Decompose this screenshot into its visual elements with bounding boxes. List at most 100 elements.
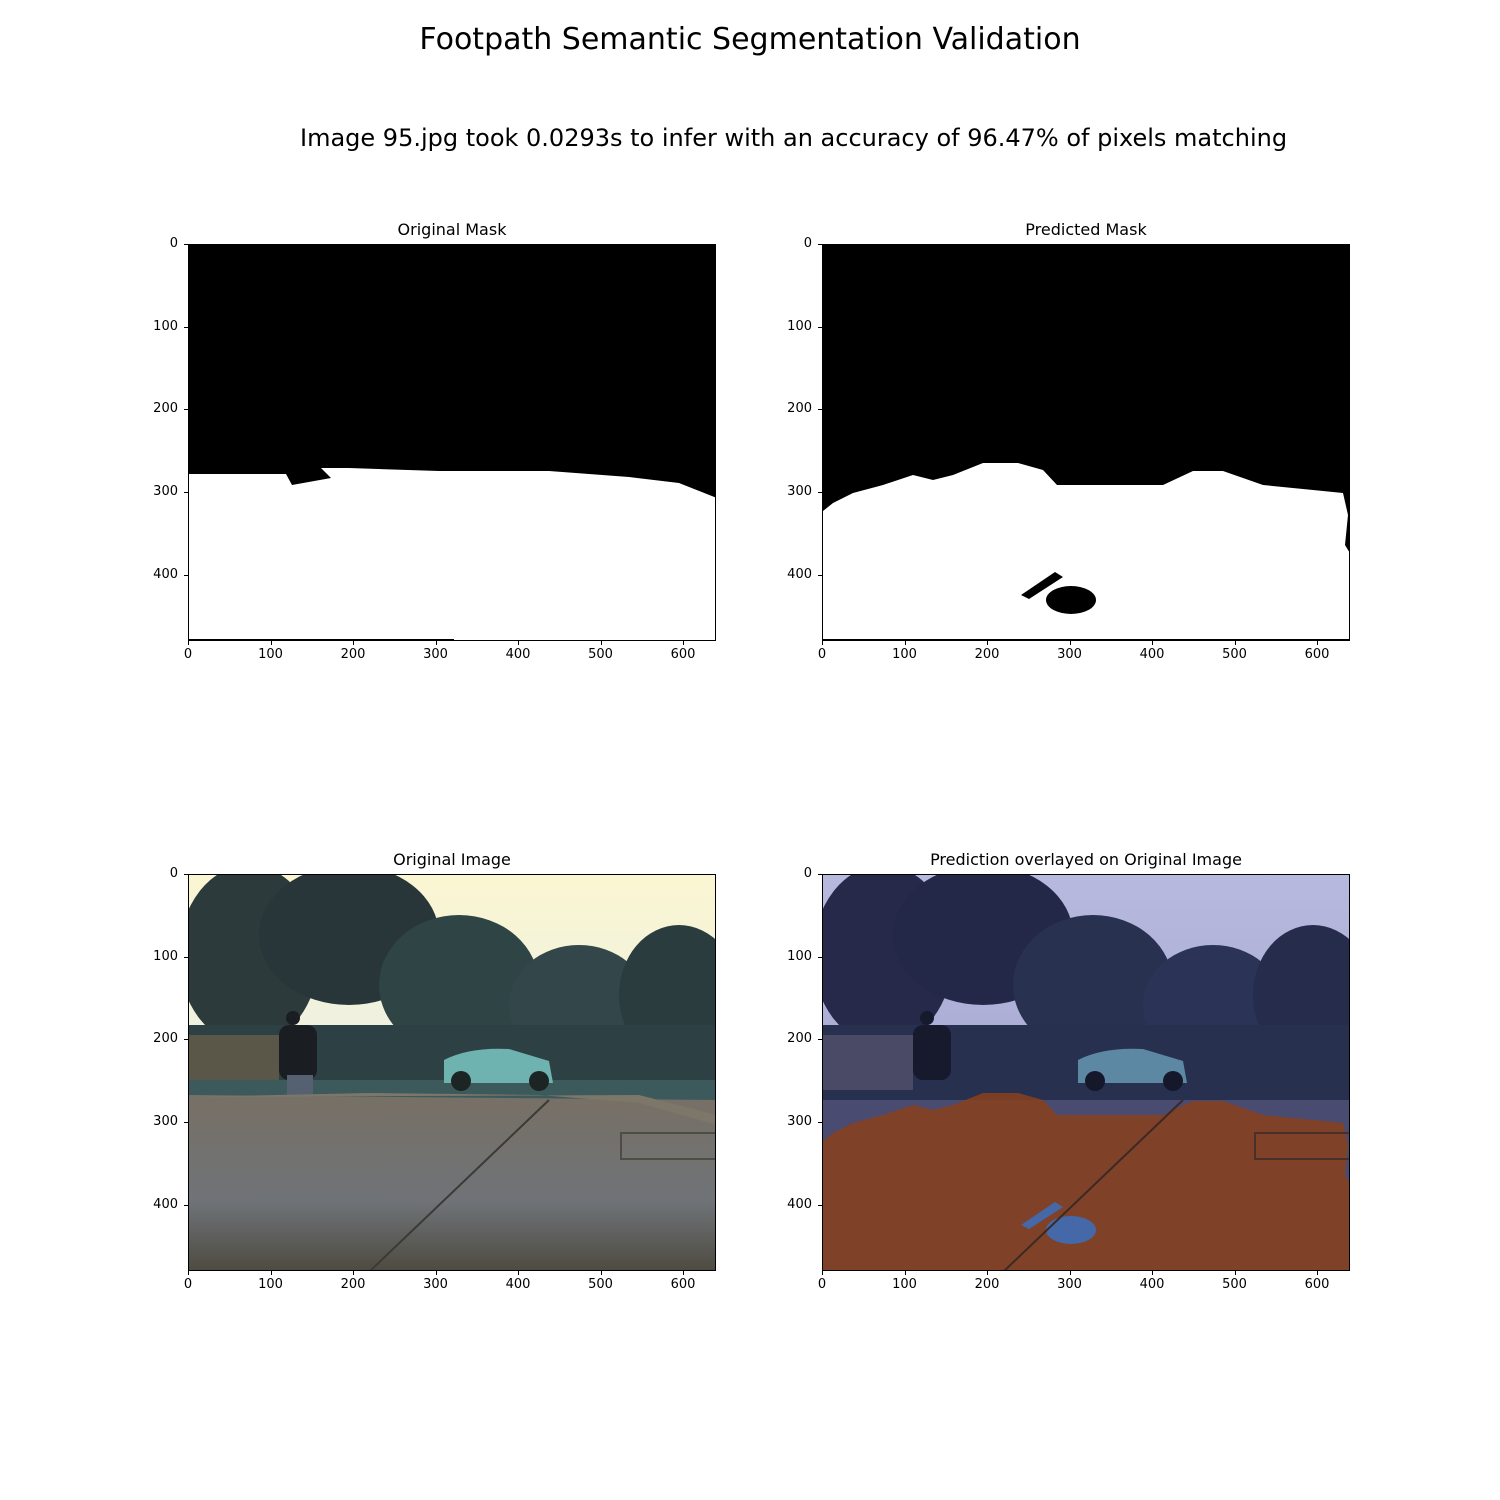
x-tick-mark [600, 1271, 602, 1275]
y-tick-label: 300 [153, 1114, 178, 1130]
x-tick-label: 600 [1304, 647, 1330, 662]
x-tick-label: 100 [892, 1277, 917, 1292]
x-tick-label: 300 [423, 647, 448, 662]
x-tick-label: 100 [258, 1277, 283, 1292]
x-tick-label: 400 [1139, 647, 1165, 662]
y-tick-mark [818, 574, 822, 576]
y-tick-label: 0 [169, 236, 178, 251]
x-tick-mark [353, 641, 354, 645]
x-tick-label: 200 [974, 1277, 1000, 1292]
y-tick-mark [818, 492, 822, 494]
y-tick-label: 200 [787, 401, 812, 417]
y-tick-label: 400 [787, 1196, 812, 1212]
x-tick-mark [518, 1271, 519, 1275]
x-tick-label: 0 [817, 1277, 827, 1292]
predicted-mask-image [822, 244, 1350, 641]
x-tick-label: 400 [505, 647, 531, 662]
x-tick-label: 600 [670, 647, 696, 662]
x-tick-mark [270, 641, 272, 645]
x-tick-mark [822, 641, 823, 645]
y-tick-label: 300 [787, 1114, 812, 1130]
y-tick-label: 0 [803, 866, 812, 881]
panel-title-original-image: Original Image [393, 850, 511, 869]
y-tick-mark [184, 244, 188, 245]
y-tick-label: 300 [153, 484, 178, 500]
y-tick-mark [184, 874, 188, 875]
y-tick-mark [184, 492, 188, 494]
x-tick-label: 500 [588, 1277, 613, 1292]
x-tick-label: 400 [505, 1277, 531, 1292]
x-tick-label: 400 [1139, 1277, 1165, 1292]
x-tick-mark [904, 641, 906, 645]
y-tick-label: 200 [153, 401, 178, 417]
y-tick-mark [184, 409, 188, 411]
x-tick-label: 600 [1304, 1277, 1330, 1292]
y-tick-label: 100 [787, 948, 812, 964]
x-tick-mark [1234, 1271, 1236, 1275]
y-tick-mark [184, 326, 188, 328]
figure-title: Footpath Semantic Segmentation Validatio… [419, 22, 1081, 57]
x-tick-label: 600 [670, 1277, 696, 1292]
x-tick-mark [683, 641, 684, 645]
original-mask-image [188, 244, 716, 641]
panel-title-original-mask: Original Mask [397, 220, 507, 239]
x-tick-mark [904, 1271, 906, 1275]
x-tick-label: 0 [183, 647, 193, 662]
x-tick-label: 500 [588, 647, 613, 662]
x-tick-label: 300 [1057, 647, 1082, 662]
x-tick-mark [1234, 641, 1236, 645]
x-tick-mark [1152, 1271, 1153, 1275]
y-tick-label: 400 [153, 566, 178, 582]
y-tick-mark [818, 956, 822, 958]
x-tick-label: 100 [892, 647, 917, 662]
figure-subtitle: Image 95.jpg took 0.0293s to infer with … [300, 124, 1288, 152]
x-tick-mark [188, 641, 189, 645]
x-tick-mark [1317, 641, 1318, 645]
y-tick-mark [818, 874, 822, 875]
x-tick-label: 0 [183, 1277, 193, 1292]
y-tick-label: 300 [787, 484, 812, 500]
x-tick-label: 500 [1222, 1277, 1247, 1292]
overlay-image [822, 874, 1350, 1271]
x-tick-label: 300 [1057, 1277, 1082, 1292]
y-tick-mark [818, 1122, 822, 1124]
y-tick-label: 200 [153, 1031, 178, 1047]
x-tick-mark [1152, 641, 1153, 645]
x-tick-mark [188, 1271, 189, 1275]
y-tick-label: 100 [153, 948, 178, 964]
x-tick-mark [1317, 1271, 1318, 1275]
x-tick-mark [987, 1271, 988, 1275]
x-tick-mark [822, 1271, 823, 1275]
y-tick-label: 400 [787, 566, 812, 582]
x-tick-mark [435, 1271, 437, 1275]
y-tick-mark [818, 326, 822, 328]
y-tick-label: 0 [803, 236, 812, 251]
original-image [188, 874, 716, 1271]
y-tick-label: 0 [169, 866, 178, 881]
y-tick-mark [184, 956, 188, 958]
x-tick-label: 300 [423, 1277, 448, 1292]
x-tick-label: 100 [258, 647, 283, 662]
x-tick-mark [435, 641, 437, 645]
y-tick-label: 100 [153, 318, 178, 334]
x-tick-mark [683, 1271, 684, 1275]
x-tick-label: 200 [340, 1277, 366, 1292]
panel-title-predicted-mask: Predicted Mask [1025, 220, 1147, 239]
y-tick-mark [818, 1039, 822, 1041]
y-tick-mark [818, 1204, 822, 1206]
x-tick-mark [987, 641, 988, 645]
x-tick-mark [600, 641, 602, 645]
x-tick-label: 200 [340, 647, 366, 662]
y-tick-mark [184, 1039, 188, 1041]
y-tick-mark [818, 409, 822, 411]
x-tick-mark [1069, 1271, 1071, 1275]
x-tick-mark [518, 641, 519, 645]
y-tick-label: 400 [153, 1196, 178, 1212]
y-tick-mark [184, 574, 188, 576]
y-tick-label: 100 [787, 318, 812, 334]
panel-title-overlay: Prediction overlayed on Original Image [930, 850, 1242, 869]
x-tick-label: 200 [974, 647, 1000, 662]
y-tick-label: 200 [787, 1031, 812, 1047]
x-tick-label: 0 [817, 647, 827, 662]
y-tick-mark [184, 1122, 188, 1124]
